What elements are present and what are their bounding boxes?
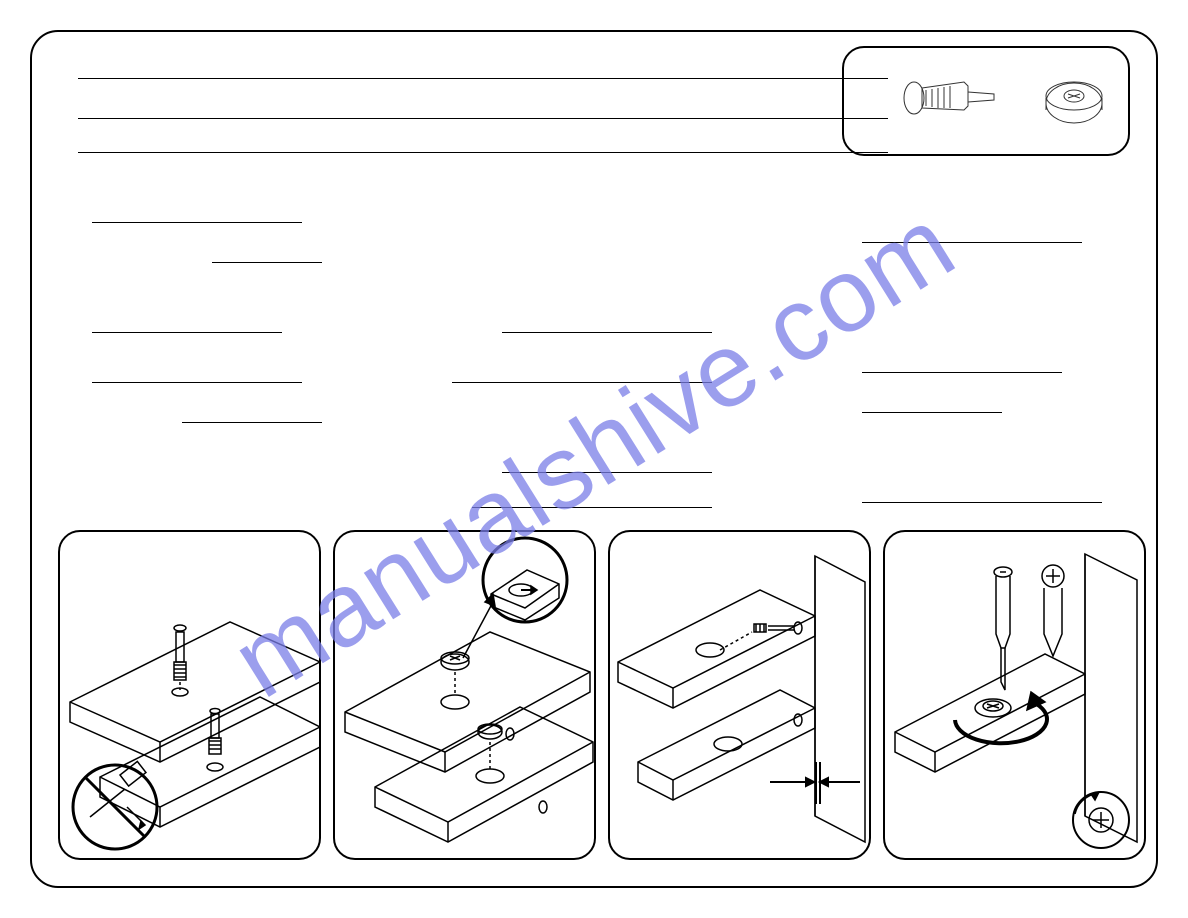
text-line — [212, 262, 322, 263]
hardware-icons — [844, 48, 1132, 158]
text-line — [452, 382, 712, 383]
text-line — [78, 78, 888, 79]
text-line — [92, 382, 302, 383]
text-line — [502, 472, 712, 473]
illustration-row — [58, 530, 1146, 860]
text-line — [92, 332, 282, 333]
text-line — [472, 507, 712, 508]
text-line — [502, 332, 712, 333]
hardware-box — [842, 46, 1130, 156]
illustration-panel-3 — [608, 530, 871, 860]
text-line — [78, 152, 888, 153]
text-line — [862, 372, 1062, 373]
text-line — [862, 412, 1002, 413]
text-line — [182, 422, 322, 423]
illustration-panel-1 — [58, 530, 321, 860]
illustration-panel-4 — [883, 530, 1146, 860]
illustration-panel-2 — [333, 530, 596, 860]
text-line — [862, 502, 1102, 503]
page-frame — [30, 30, 1158, 888]
text-line — [92, 222, 302, 223]
text-line — [78, 118, 888, 119]
text-line — [862, 242, 1082, 243]
